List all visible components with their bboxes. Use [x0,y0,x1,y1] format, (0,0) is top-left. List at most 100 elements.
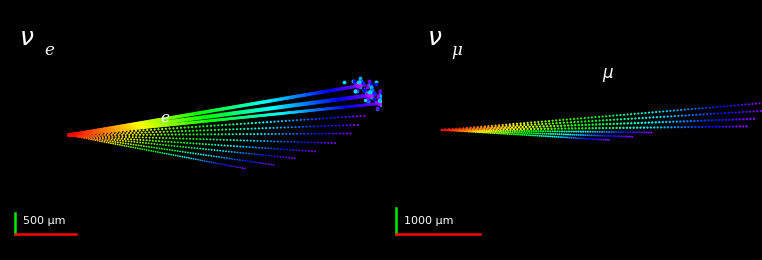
Point [169,122,181,126]
Point [374,94,386,98]
Point [573,133,585,137]
Point [344,85,356,89]
Point [693,106,705,110]
Point [168,144,181,148]
Point [180,129,192,133]
Point [522,123,534,127]
Point [125,145,137,149]
Point [349,84,361,88]
Point [363,79,375,83]
Point [234,132,246,136]
Point [693,125,705,129]
Point [104,128,117,132]
Point [681,119,693,123]
Point [77,133,89,137]
Point [306,108,318,113]
Point [149,142,161,146]
Point [256,146,268,150]
Point [445,128,457,133]
Point [81,132,93,136]
Point [288,110,300,114]
Point [321,116,333,120]
Point [355,79,367,83]
Point [479,125,491,129]
Point [125,131,137,135]
Point [636,121,648,125]
Point [541,134,553,138]
Point [539,132,551,136]
Point [262,146,274,150]
Point [554,135,566,139]
Point [127,125,139,129]
Point [136,123,149,127]
Point [642,126,654,130]
Point [380,91,392,95]
Point [563,135,575,140]
Point [344,115,356,119]
Point [114,143,126,147]
Point [465,126,477,130]
Point [80,135,92,139]
Point [555,132,568,136]
Point [504,124,516,128]
Point [527,129,539,133]
Point [174,114,186,118]
Point [594,119,606,123]
Point [72,132,85,136]
Point [128,122,140,126]
Point [138,120,150,124]
Point [513,131,525,135]
Point [190,128,203,133]
Point [216,107,228,111]
Text: 500 μm: 500 μm [23,216,66,226]
Point [299,140,311,144]
Point [511,122,523,126]
Point [370,81,382,86]
Point [239,110,251,114]
Point [741,124,753,128]
Point [66,133,78,138]
Point [450,127,463,131]
Point [539,129,552,133]
Point [479,128,491,133]
Point [303,92,315,96]
Point [216,123,228,127]
Point [93,129,105,133]
Point [191,120,203,124]
Point [309,149,322,153]
Point [361,103,373,107]
Point [215,118,227,122]
Point [220,117,232,121]
Point [277,105,289,109]
Point [360,90,373,94]
Point [242,121,255,126]
Point [216,113,229,117]
Point [205,154,217,158]
Point [477,127,489,132]
Point [390,88,402,92]
Point [381,89,393,94]
Point [344,123,357,127]
Point [305,132,317,136]
Point [191,132,203,136]
Point [72,134,84,138]
Point [267,98,280,102]
Point [530,131,542,135]
Point [460,127,472,131]
Point [464,129,476,134]
Point [566,126,578,131]
Point [514,129,526,133]
Point [490,125,502,129]
Point [252,108,264,112]
Point [376,101,388,105]
Point [357,94,369,98]
Point [260,113,272,117]
Point [277,155,290,159]
Point [470,127,482,132]
Point [215,113,227,117]
Point [298,132,310,136]
Point [536,132,549,136]
Point [533,129,545,133]
Point [358,94,370,98]
Point [223,106,235,110]
